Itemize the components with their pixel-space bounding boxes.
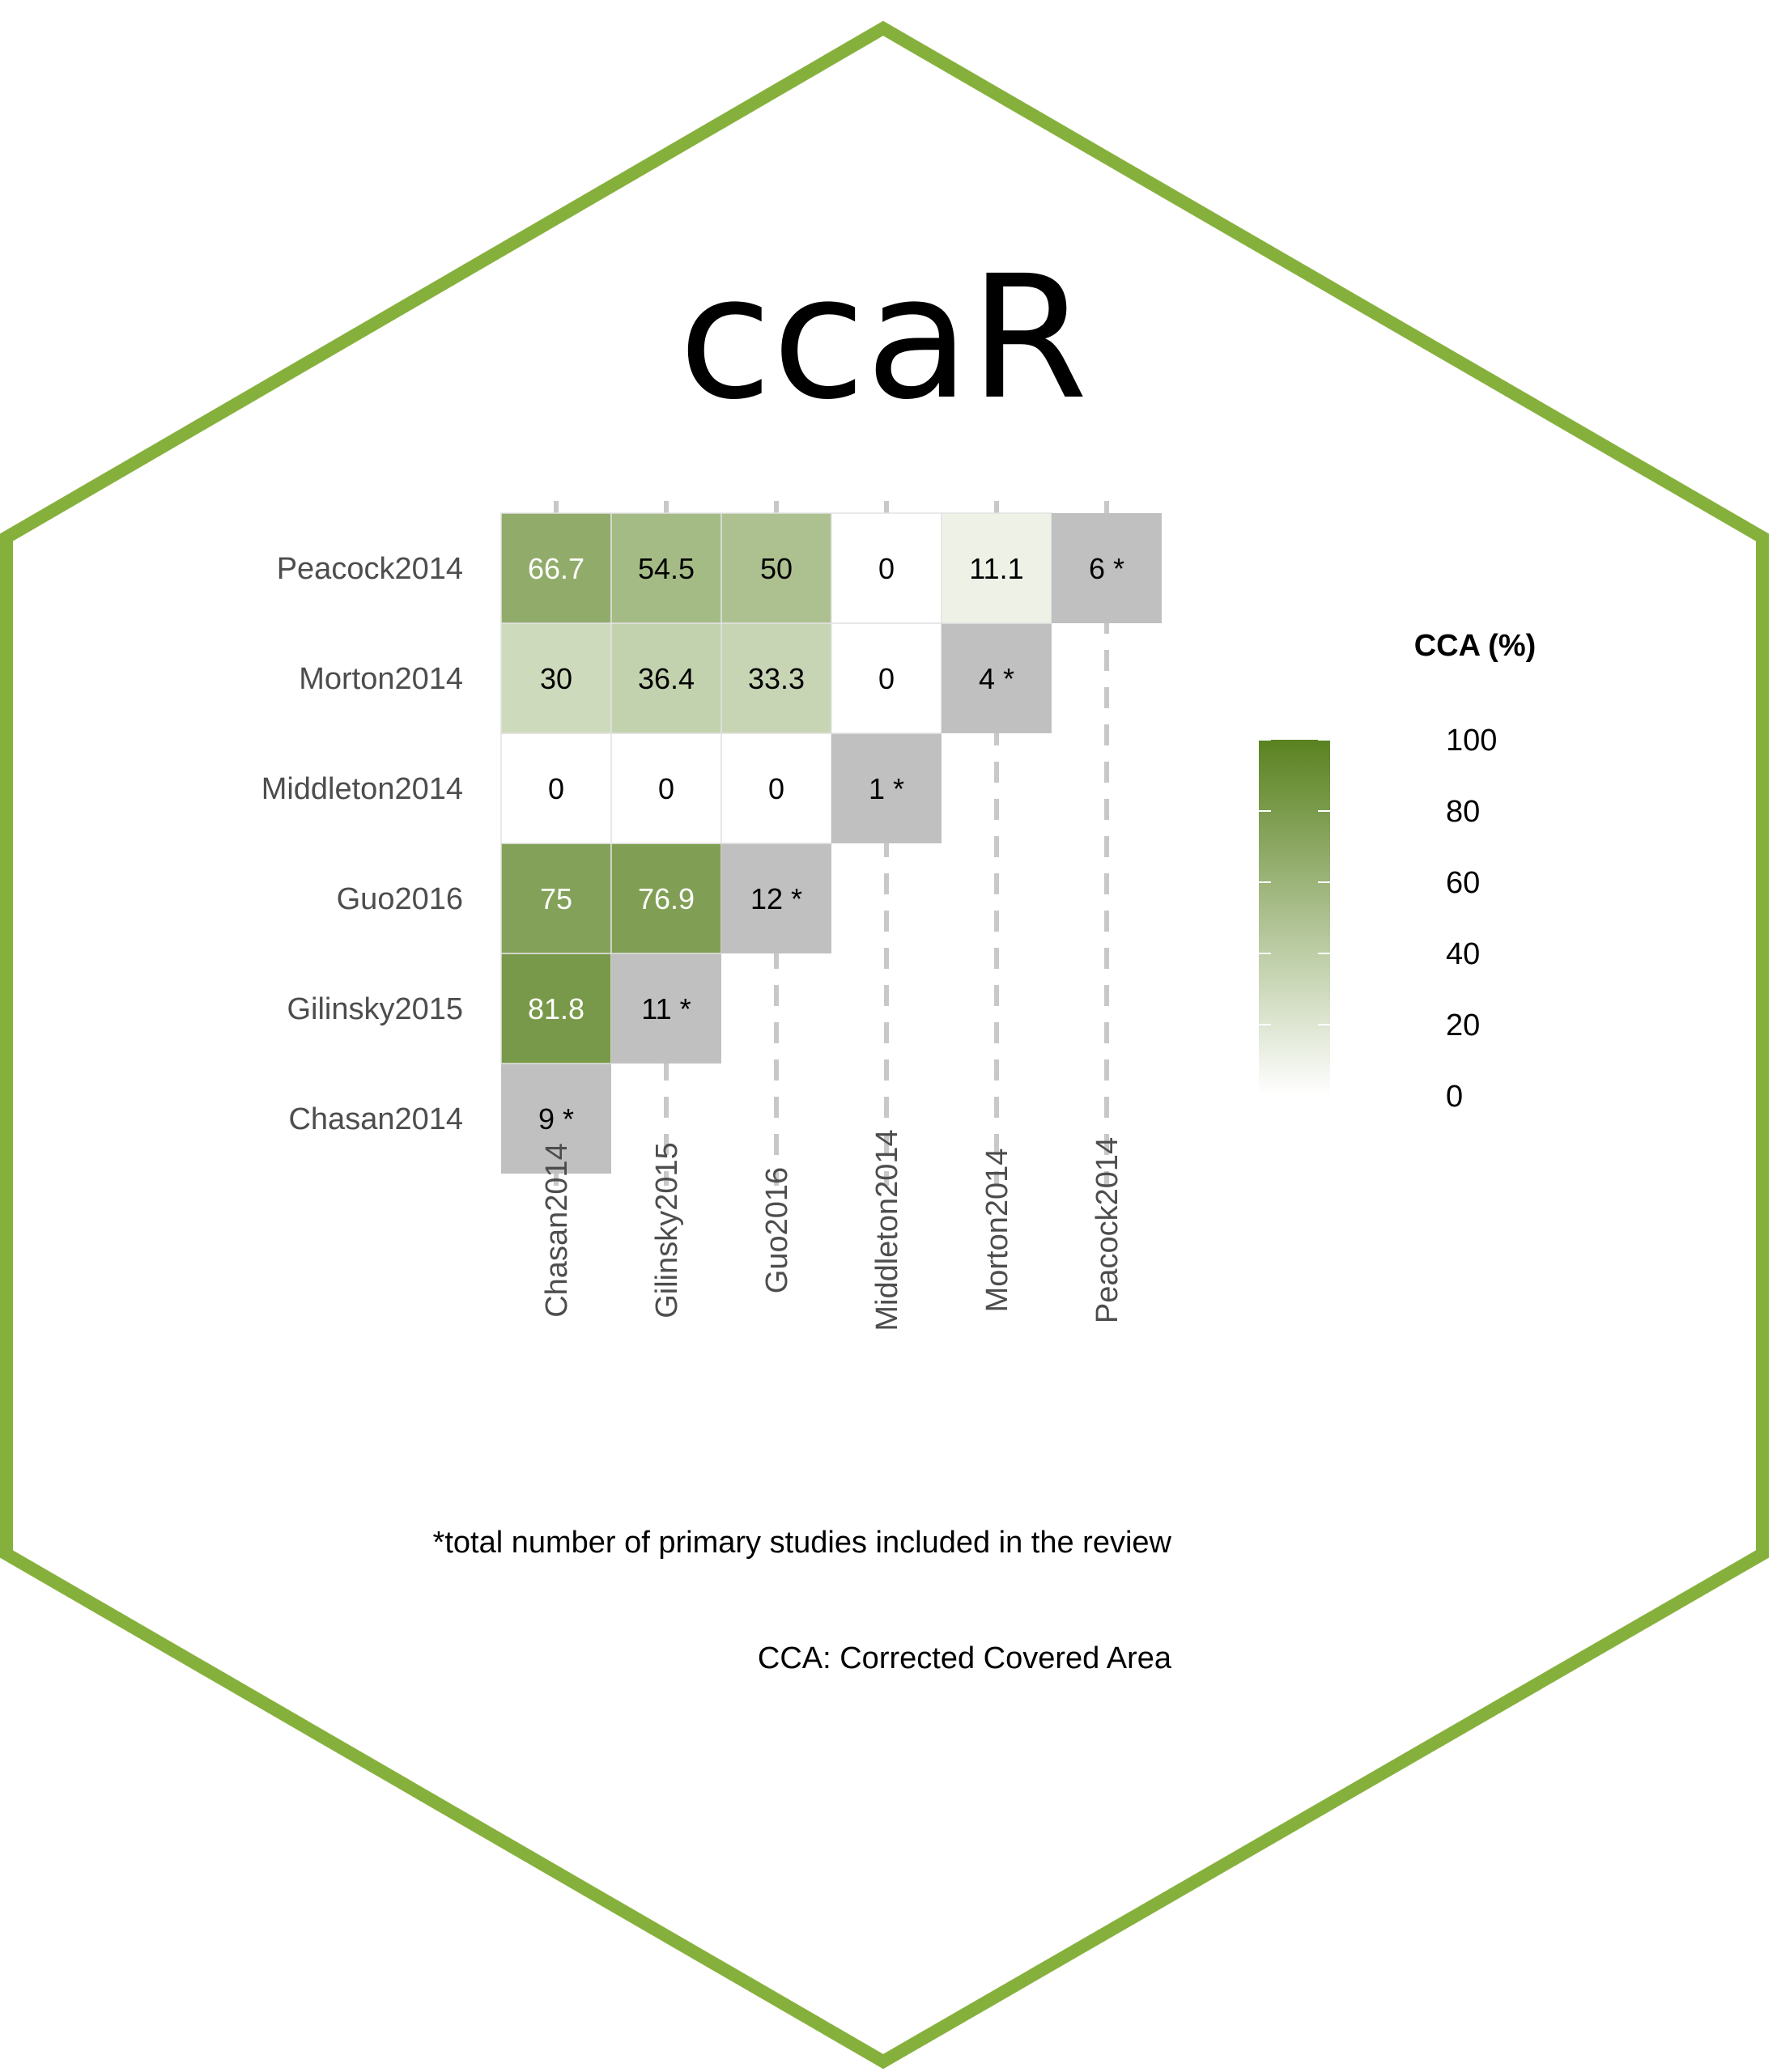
- heatmap-cell: [720, 732, 832, 844]
- cell-value-label: 81.8: [528, 992, 584, 1025]
- x-tick-label: Morton2014: [980, 1149, 1014, 1313]
- footnote-total: *total number of primary studies include…: [433, 1526, 1172, 1560]
- x-tick-label: Middleton2014: [870, 1129, 904, 1331]
- legend-title: CCA (%): [1414, 629, 1537, 663]
- heatmap-cell: [611, 953, 721, 1064]
- heatmap-cell: [942, 623, 1052, 733]
- legend-tick-label: 40: [1446, 937, 1480, 971]
- heatmap-cell: [500, 732, 612, 844]
- cell-value-label: 76.9: [638, 882, 695, 915]
- cell-value-label: 1 *: [869, 772, 904, 805]
- heatmap-cell: [941, 512, 1052, 624]
- heatmap-cell: [501, 1064, 611, 1174]
- heatmap-cell: [720, 512, 832, 624]
- heatmap-cell: [831, 622, 942, 734]
- cell-value-label: 0: [878, 662, 895, 695]
- heatmap-cell: [720, 622, 832, 734]
- heatmap-cell: [500, 953, 612, 1064]
- legend-tick-label: 20: [1446, 1008, 1480, 1042]
- cell-value-label: 0: [878, 552, 895, 585]
- heatmap-cell: [1052, 513, 1162, 623]
- x-tick-label: Gilinsky2015: [650, 1142, 684, 1318]
- y-axis-labels: Chasan2014 Gilinsky2015 Guo2016 Middleton20…: [261, 552, 463, 1136]
- y-tick-label: Gilinsky2015: [287, 992, 463, 1026]
- logo-title: ccaR: [678, 239, 1088, 437]
- cell-value-label: 0: [548, 772, 564, 805]
- heatmap-cell: [610, 622, 722, 734]
- cell-value-label: 6 *: [1089, 552, 1124, 585]
- x-tick-label: Chasan2014: [540, 1143, 574, 1318]
- x-tick-label: Peacock2014: [1090, 1137, 1124, 1323]
- legend-ticks: 100 80 60 40 20 0: [1259, 724, 1497, 1114]
- cell-value-label: 75: [540, 882, 572, 915]
- legend-tick-label: 0: [1446, 1080, 1463, 1114]
- footnote-cca: CCA: Corrected Covered Area: [758, 1641, 1172, 1675]
- y-tick-label: Middleton2014: [261, 772, 463, 806]
- cell-value-label: 50: [760, 552, 793, 585]
- cell-value-label: 33.3: [748, 662, 805, 695]
- y-tick-label: Guo2016: [337, 882, 463, 916]
- cell-value-label: 0: [658, 772, 674, 805]
- legend-tick-label: 100: [1446, 724, 1497, 758]
- y-tick-label: Chasan2014: [288, 1102, 463, 1136]
- y-tick-label: Morton2014: [299, 662, 463, 696]
- heatmap-cell: [610, 843, 722, 954]
- cell-value-label: 12 *: [750, 882, 802, 915]
- legend-tick-label: 80: [1446, 795, 1480, 829]
- cell-value-label: 30: [540, 662, 572, 695]
- hexagon-border: [0, 20, 1769, 2070]
- cell-value-label: 11.1: [969, 552, 1023, 585]
- x-axis-labels: Chasan2014 Gilinsky2015 Guo2016 Middleton20…: [540, 1129, 1124, 1331]
- color-legend: CCA (%) 100 80 60 40 20 0: [1259, 629, 1536, 1114]
- cell-value-label: 54.5: [638, 552, 695, 585]
- cell-value-label: 11 *: [641, 992, 691, 1025]
- heatmap-cell: [610, 512, 722, 624]
- cell-value-label: 4 *: [979, 662, 1014, 695]
- heatmap-cell: [721, 843, 831, 953]
- heatmap-cell: [831, 733, 942, 843]
- cell-value-label: 9 *: [538, 1102, 574, 1136]
- cell-value-label: 36.4: [638, 662, 695, 695]
- heatmap-cells: [500, 512, 1162, 1174]
- cell-value-label: 66.7: [528, 552, 584, 585]
- legend-colorbar: [1259, 740, 1330, 1096]
- x-tick-label: Guo2016: [760, 1167, 794, 1293]
- heatmap-cell: [500, 512, 612, 624]
- cell-value-label: 0: [768, 772, 784, 805]
- legend-tick-label: 60: [1446, 866, 1480, 900]
- heatmap-cell-labels: 9 * 81.8 11 * 75 76.9 12 * 0 0 0 1 * 30 36.4 33.3 0 4 …: [528, 552, 1124, 1136]
- y-tick-label: Peacock2014: [277, 552, 463, 586]
